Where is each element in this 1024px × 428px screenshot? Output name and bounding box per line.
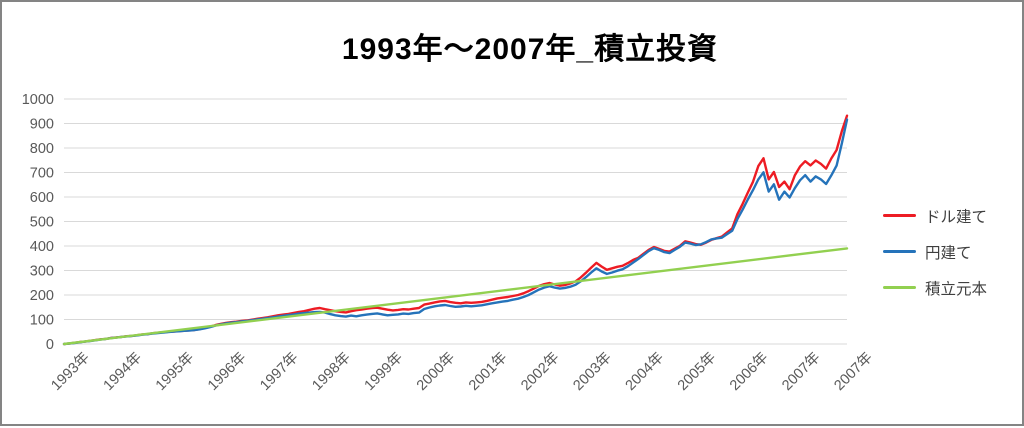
- legend-label-principal: 積立元本: [925, 280, 988, 298]
- y-tick-label: 100: [30, 313, 54, 329]
- x-tick-label: 1998年: [309, 349, 354, 394]
- principal-series-line: [62, 247, 849, 346]
- x-tick-label: 1999年: [361, 349, 406, 394]
- legend-item-yen: 円建て: [883, 241, 987, 262]
- y-axis-labels: 0 100 200 300 400 500 600 700 800 900 1000: [22, 92, 54, 353]
- x-tick-label: 1995年: [152, 349, 197, 394]
- y-tick-label: 900: [30, 117, 54, 133]
- x-tick-label: 2002年: [518, 349, 563, 394]
- legend-label-yen: 円建て: [925, 244, 972, 262]
- x-tick-label: 2004年: [622, 349, 667, 394]
- chart-title: 1993年～2007年_積立投資: [341, 33, 719, 66]
- dollar-line-swatch: [883, 213, 916, 218]
- x-tick-label: 2006年: [726, 349, 771, 394]
- legend-item-dollar: ドル建て: [883, 205, 987, 226]
- x-tick-label: 2003年: [570, 349, 615, 394]
- x-tick-label: 1994年: [100, 349, 145, 394]
- legend-item-principal: 積立元本: [883, 277, 987, 298]
- series-lines: [62, 114, 849, 346]
- x-tick-label: 1997年: [257, 349, 302, 394]
- y-tick-label: 800: [30, 141, 54, 157]
- y-tick-label: 0: [46, 337, 54, 353]
- x-tick-label: 2007年: [831, 349, 876, 394]
- x-tick-label: 1993年: [48, 349, 93, 394]
- x-tick-label: 2000年: [413, 349, 458, 394]
- principal-line-swatch: [883, 285, 916, 290]
- y-tick-label: 300: [30, 264, 54, 280]
- legend: ドル建て 円建て 積立元本: [883, 205, 987, 298]
- x-axis-labels: 1993年 1994年 1995年 1996年 1997年 1998年 1999年 2000年…: [48, 349, 876, 394]
- y-tick-label: 500: [30, 215, 54, 231]
- legend-label-dollar: ドル建て: [925, 208, 988, 226]
- x-tick-label: 1996年: [204, 349, 249, 394]
- y-tick-label: 1000: [22, 92, 54, 108]
- yen-line-swatch: [883, 249, 916, 254]
- dollar-series-line: [62, 114, 849, 346]
- y-tick-label: 200: [30, 288, 54, 304]
- x-tick-label: 2007年: [779, 349, 824, 394]
- y-tick-label: 700: [30, 166, 54, 182]
- y-tick-label: 400: [30, 239, 54, 255]
- y-tick-label: 600: [30, 190, 54, 206]
- yen-series-line: [62, 118, 849, 346]
- x-tick-label: 2001年: [465, 349, 510, 394]
- x-tick-label: 2005年: [674, 349, 719, 394]
